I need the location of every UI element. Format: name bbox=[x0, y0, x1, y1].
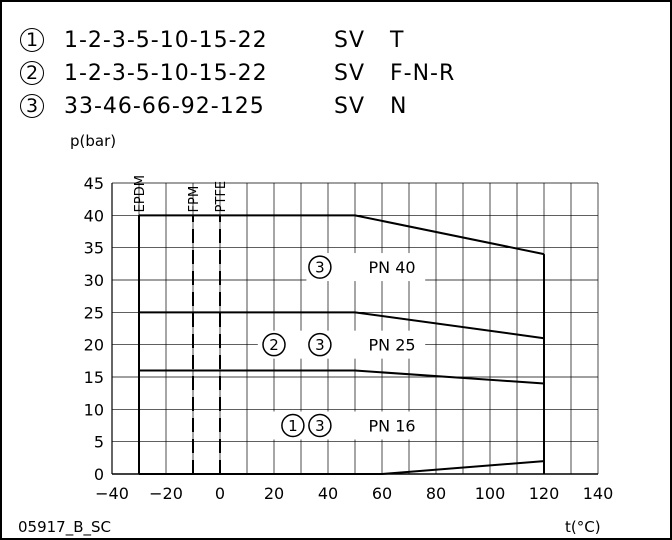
series-label-pn-16: PN 16 bbox=[369, 417, 416, 436]
series-line-base bbox=[139, 460, 545, 475]
legend-models-1: 1-2-3-5-10-15-22 bbox=[64, 27, 268, 53]
series-circle-num-3: 3 bbox=[315, 336, 325, 354]
series-line-pn-16 bbox=[139, 369, 545, 385]
chart-ticks: 0 5 10 15 20 25 30 35 40 45 −40 −20 0 20 40 60 80 100 120 1… bbox=[84, 174, 614, 503]
series-label-pn-40: PN 40 bbox=[369, 258, 416, 277]
legend-number-3: 3 bbox=[20, 94, 44, 118]
series-circle-num-2: 2 bbox=[269, 336, 279, 354]
legend-row-1: 1 1-2-3-5-10-15-22 SV T bbox=[20, 25, 404, 55]
x-tick-label: 60 bbox=[372, 484, 392, 503]
series-circle-3 bbox=[308, 255, 332, 279]
boundary-label-epdm: EPDM bbox=[133, 175, 148, 212]
y-tick-label: 10 bbox=[84, 400, 104, 419]
series-circle-2 bbox=[262, 332, 286, 357]
y-tick-label: 35 bbox=[84, 239, 104, 258]
y-tick-label: 30 bbox=[84, 271, 104, 290]
legend-models-2: 1-2-3-5-10-15-22 bbox=[64, 60, 268, 86]
x-tick-label: −40 bbox=[95, 484, 129, 503]
series-circle-1 bbox=[281, 413, 305, 438]
y-tick-label: 40 bbox=[84, 206, 104, 225]
y-tick-label: 0 bbox=[94, 465, 104, 484]
legend-material-3: N bbox=[390, 93, 408, 119]
x-tick-label: −20 bbox=[149, 484, 183, 503]
series-circle-3 bbox=[308, 413, 332, 438]
y-tick-label: 15 bbox=[84, 368, 104, 387]
material-boundaries: EPDM FPM PTFE bbox=[133, 175, 545, 474]
y-axis-title: p(bar) bbox=[70, 132, 116, 150]
pn-curves bbox=[139, 214, 545, 475]
x-axis-title: t(°C) bbox=[565, 518, 601, 536]
pn-labels: 3 PN 402 3 PN 251 3 PN 16 bbox=[257, 253, 426, 440]
legend-sv-2: SV bbox=[334, 60, 366, 86]
x-tick-label: 40 bbox=[318, 484, 338, 503]
legend-number-1: 1 bbox=[20, 28, 44, 52]
series-line-pn-40 bbox=[139, 214, 545, 256]
boundary-label-fpm: FPM bbox=[187, 186, 202, 213]
series-circle-3 bbox=[308, 332, 332, 357]
legend-sv-1: SV bbox=[334, 27, 366, 53]
legend-row-3: 3 33-46-66-92-125 SV N bbox=[20, 91, 407, 121]
y-tick-label: 45 bbox=[84, 174, 104, 193]
legend-material-1: T bbox=[390, 27, 405, 53]
x-tick-label: 80 bbox=[426, 484, 446, 503]
drawing-code: 05917_B_SC bbox=[18, 518, 111, 537]
legend-sv-3: SV bbox=[334, 93, 366, 119]
x-tick-label: 0 bbox=[215, 484, 225, 503]
x-tick-label: 140 bbox=[583, 484, 614, 503]
series-label-pn-25: PN 25 bbox=[369, 336, 416, 355]
series-circle-num-3: 3 bbox=[315, 417, 325, 435]
y-tick-label: 5 bbox=[94, 433, 104, 452]
legend-number-2: 2 bbox=[20, 61, 44, 85]
y-tick-label: 25 bbox=[84, 303, 104, 322]
x-tick-label: 100 bbox=[475, 484, 506, 503]
series-circle-num-1: 1 bbox=[288, 417, 298, 435]
legend-models-3: 33-46-66-92-125 bbox=[64, 93, 265, 119]
y-tick-label: 20 bbox=[84, 336, 104, 355]
x-tick-label: 20 bbox=[264, 484, 284, 503]
legend-row-2: 2 1-2-3-5-10-15-22 SV F-N-R bbox=[20, 58, 455, 88]
series-line-pn-25 bbox=[139, 311, 545, 340]
series-circle-num-3: 3 bbox=[315, 259, 325, 277]
legend-material-2: F-N-R bbox=[390, 60, 456, 86]
boundary-label-ptfe: PTFE bbox=[214, 181, 229, 212]
x-tick-label: 120 bbox=[529, 484, 560, 503]
